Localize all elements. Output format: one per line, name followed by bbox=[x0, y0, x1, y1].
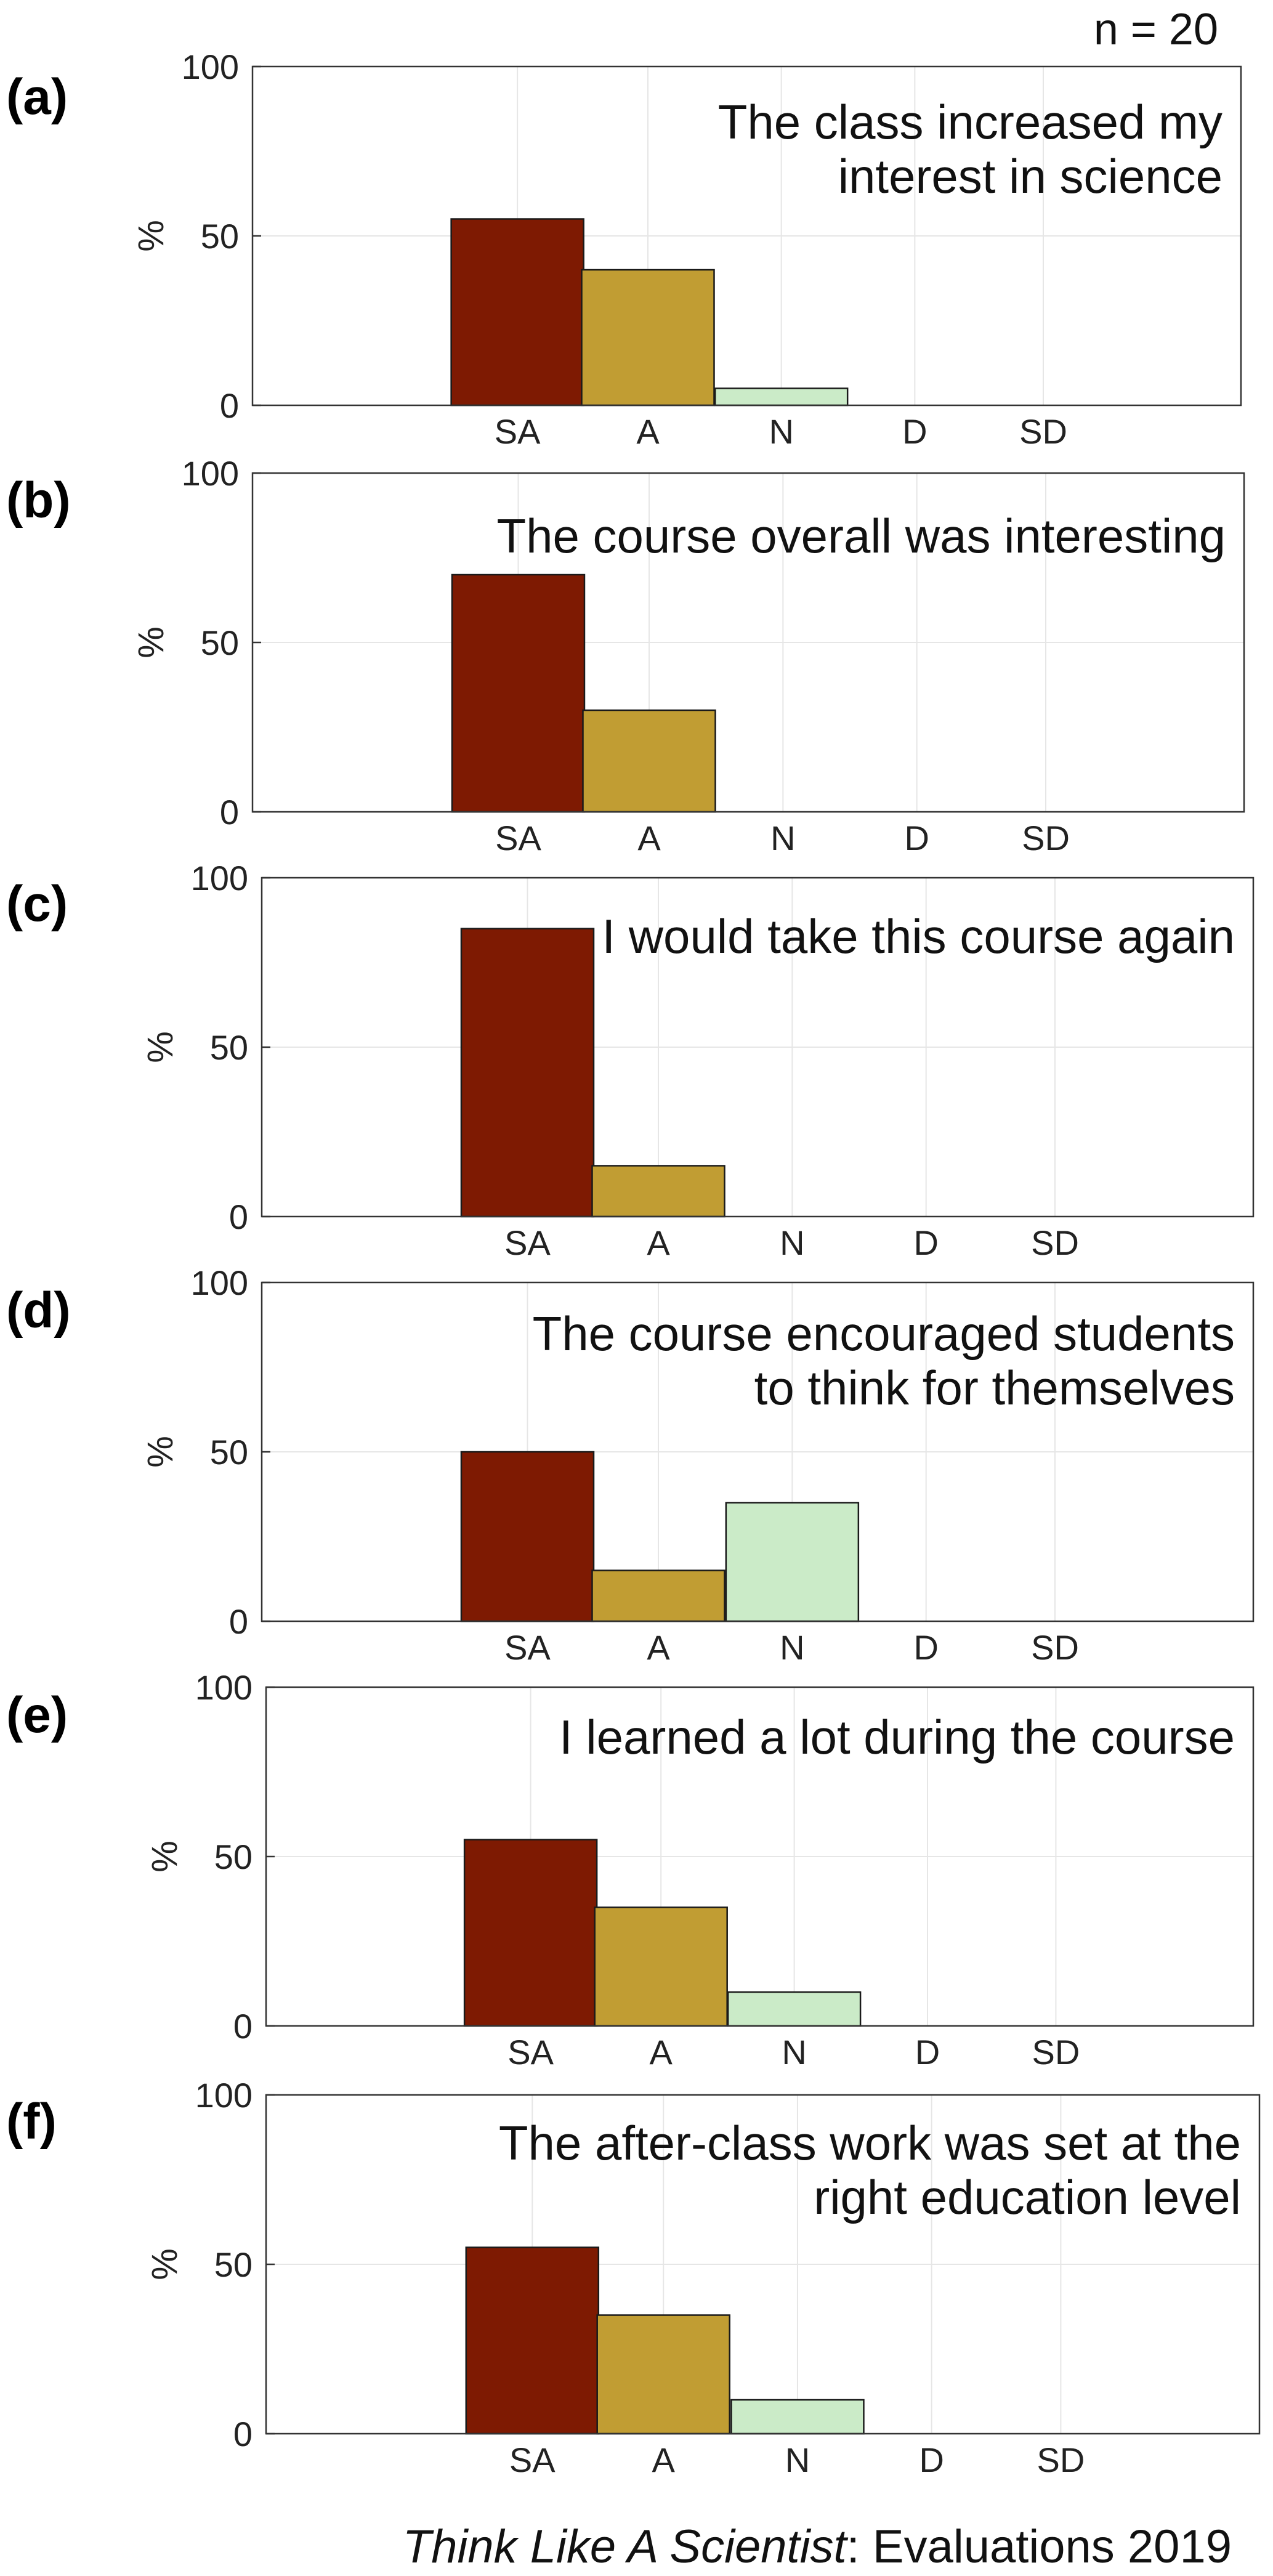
panel-letter: (e) bbox=[6, 1687, 68, 1743]
chart-panel-f: 0 50 100 SA A N D SD% (f) The after-class work wa… bbox=[6, 2076, 1261, 2479]
x-tick-label-A: A bbox=[647, 1223, 670, 1262]
panel-letter: (b) bbox=[6, 472, 71, 529]
panel-statement-line: The class increased my bbox=[718, 95, 1222, 149]
sample-size-label: n = 20 bbox=[1094, 5, 1218, 54]
panel-letter: (c) bbox=[6, 876, 68, 932]
y-tick-label: 0 bbox=[233, 2007, 253, 2046]
x-tick-label-N: N bbox=[780, 1223, 804, 1262]
panel-statement-line: The course encouraged students bbox=[533, 1306, 1235, 1361]
panel-statement-line: I would take this course again bbox=[602, 909, 1235, 963]
y-tick-label: 0 bbox=[229, 1602, 248, 1641]
x-tick-label-D: D bbox=[913, 1223, 938, 1262]
bar-N bbox=[714, 387, 849, 407]
y-tick-label: 50 bbox=[214, 2245, 253, 2284]
y-tick-label: 50 bbox=[214, 1837, 253, 1876]
bar-SA bbox=[450, 218, 584, 407]
x-tick-label-D: D bbox=[902, 412, 927, 451]
panel-statement-line: I learned a lot during the course bbox=[559, 1710, 1235, 1764]
y-tick-label: 50 bbox=[201, 217, 239, 256]
x-tick-label-SD: SD bbox=[1019, 412, 1067, 451]
y-tick-label: 50 bbox=[210, 1433, 248, 1472]
bar-N bbox=[727, 1991, 862, 2027]
y-axis-label: % bbox=[140, 1436, 180, 1468]
y-tick-label: 100 bbox=[191, 859, 248, 897]
y-axis-label: % bbox=[131, 626, 171, 658]
bar-N bbox=[730, 2399, 865, 2435]
x-tick-label-D: D bbox=[913, 1628, 938, 1667]
x-tick-label-SD: SD bbox=[1032, 2033, 1080, 2072]
x-tick-label-A: A bbox=[652, 2440, 676, 2479]
x-tick-label-SA: SA bbox=[504, 1628, 551, 1667]
x-tick-label-A: A bbox=[647, 1628, 670, 1667]
y-axis-label: % bbox=[145, 2248, 185, 2280]
bar-A bbox=[581, 269, 715, 407]
bar-SA bbox=[451, 573, 586, 813]
y-tick-label: 0 bbox=[229, 1197, 248, 1236]
x-tick-label-N: N bbox=[769, 412, 793, 451]
y-axis-label: % bbox=[131, 220, 171, 252]
bar-SA bbox=[463, 1839, 598, 2027]
y-tick-label: 0 bbox=[220, 386, 239, 425]
bar-SA bbox=[460, 928, 595, 1218]
chart-panel-b: 0 50 100 SA A N D SD% (b) The course overall was … bbox=[6, 454, 1245, 857]
x-tick-label-SA: SA bbox=[495, 412, 541, 451]
bar-A bbox=[591, 1569, 725, 1622]
x-tick-label-SA: SA bbox=[507, 2033, 554, 2072]
chart-panel-d: 0 50 100 SA A N D SD% (d) The course encouraged s… bbox=[6, 1263, 1255, 1667]
bar-SA bbox=[465, 2246, 600, 2435]
chart-panel-c: 0 50 100 SA A N D SD% (c) I would take this cours… bbox=[6, 859, 1255, 1262]
x-tick-label-N: N bbox=[770, 819, 795, 857]
x-tick-label-SA: SA bbox=[495, 819, 541, 857]
y-axis-label: % bbox=[145, 1841, 185, 1873]
panel-letter: (d) bbox=[6, 1282, 71, 1339]
footer-title-rest: : Evaluations 2019 bbox=[847, 2521, 1232, 2573]
y-tick-label: 0 bbox=[233, 2415, 253, 2453]
x-tick-label-D: D bbox=[904, 819, 929, 857]
panel-statement-line: interest in science bbox=[838, 149, 1222, 203]
y-axis-label: % bbox=[140, 1031, 180, 1063]
panel-letter: (a) bbox=[6, 69, 68, 125]
y-tick-label: 100 bbox=[182, 454, 239, 493]
y-tick-label: 0 bbox=[220, 793, 239, 832]
x-tick-label-SD: SD bbox=[1022, 819, 1070, 857]
figure-footer-title: Think Like A Scientist: Evaluations 2019 bbox=[403, 2521, 1232, 2573]
x-tick-label-N: N bbox=[782, 2033, 806, 2072]
bar-N bbox=[725, 1502, 860, 1622]
x-tick-label-A: A bbox=[650, 2033, 673, 2072]
panel-statement-line: to think for themselves bbox=[754, 1361, 1235, 1415]
x-tick-label-SD: SD bbox=[1037, 2440, 1085, 2479]
panel-letter: (f) bbox=[6, 2094, 57, 2150]
footer-title-italic: Think Like A Scientist bbox=[403, 2521, 849, 2573]
panel-statement-line: right education level bbox=[814, 2170, 1241, 2224]
y-tick-label: 100 bbox=[182, 47, 239, 86]
chart-panel-e: 0 50 100 SA A N D SD% (e) I learned a lot during … bbox=[6, 1668, 1255, 2072]
panel-statement-line: The course overall was interesting bbox=[496, 509, 1226, 563]
x-tick-label-SA: SA bbox=[504, 1223, 551, 1262]
x-tick-label-D: D bbox=[919, 2440, 944, 2479]
bar-A bbox=[594, 1906, 728, 2027]
x-tick-label-SD: SD bbox=[1031, 1223, 1079, 1262]
y-tick-label: 100 bbox=[195, 1668, 253, 1707]
y-tick-label: 100 bbox=[195, 2076, 253, 2115]
x-tick-label-N: N bbox=[785, 2440, 810, 2479]
bar-A bbox=[591, 1165, 725, 1218]
panel-statement-line: The after-class work was set at the bbox=[499, 2116, 1241, 2170]
y-tick-label: 100 bbox=[191, 1263, 248, 1302]
y-tick-label: 50 bbox=[201, 623, 239, 662]
x-tick-label-N: N bbox=[780, 1628, 804, 1667]
x-tick-label-SA: SA bbox=[509, 2440, 556, 2479]
x-tick-label-A: A bbox=[636, 412, 660, 451]
chart-panel-a: 0 50 100 SA A N D SD% (a) The class increased myi… bbox=[6, 47, 1242, 451]
bar-SA bbox=[460, 1451, 595, 1622]
x-tick-label-D: D bbox=[915, 2033, 940, 2072]
x-tick-label-SD: SD bbox=[1031, 1628, 1079, 1667]
x-tick-label-A: A bbox=[637, 819, 661, 857]
bar-A bbox=[596, 2314, 730, 2435]
y-tick-label: 50 bbox=[210, 1028, 248, 1067]
bar-A bbox=[582, 709, 716, 813]
